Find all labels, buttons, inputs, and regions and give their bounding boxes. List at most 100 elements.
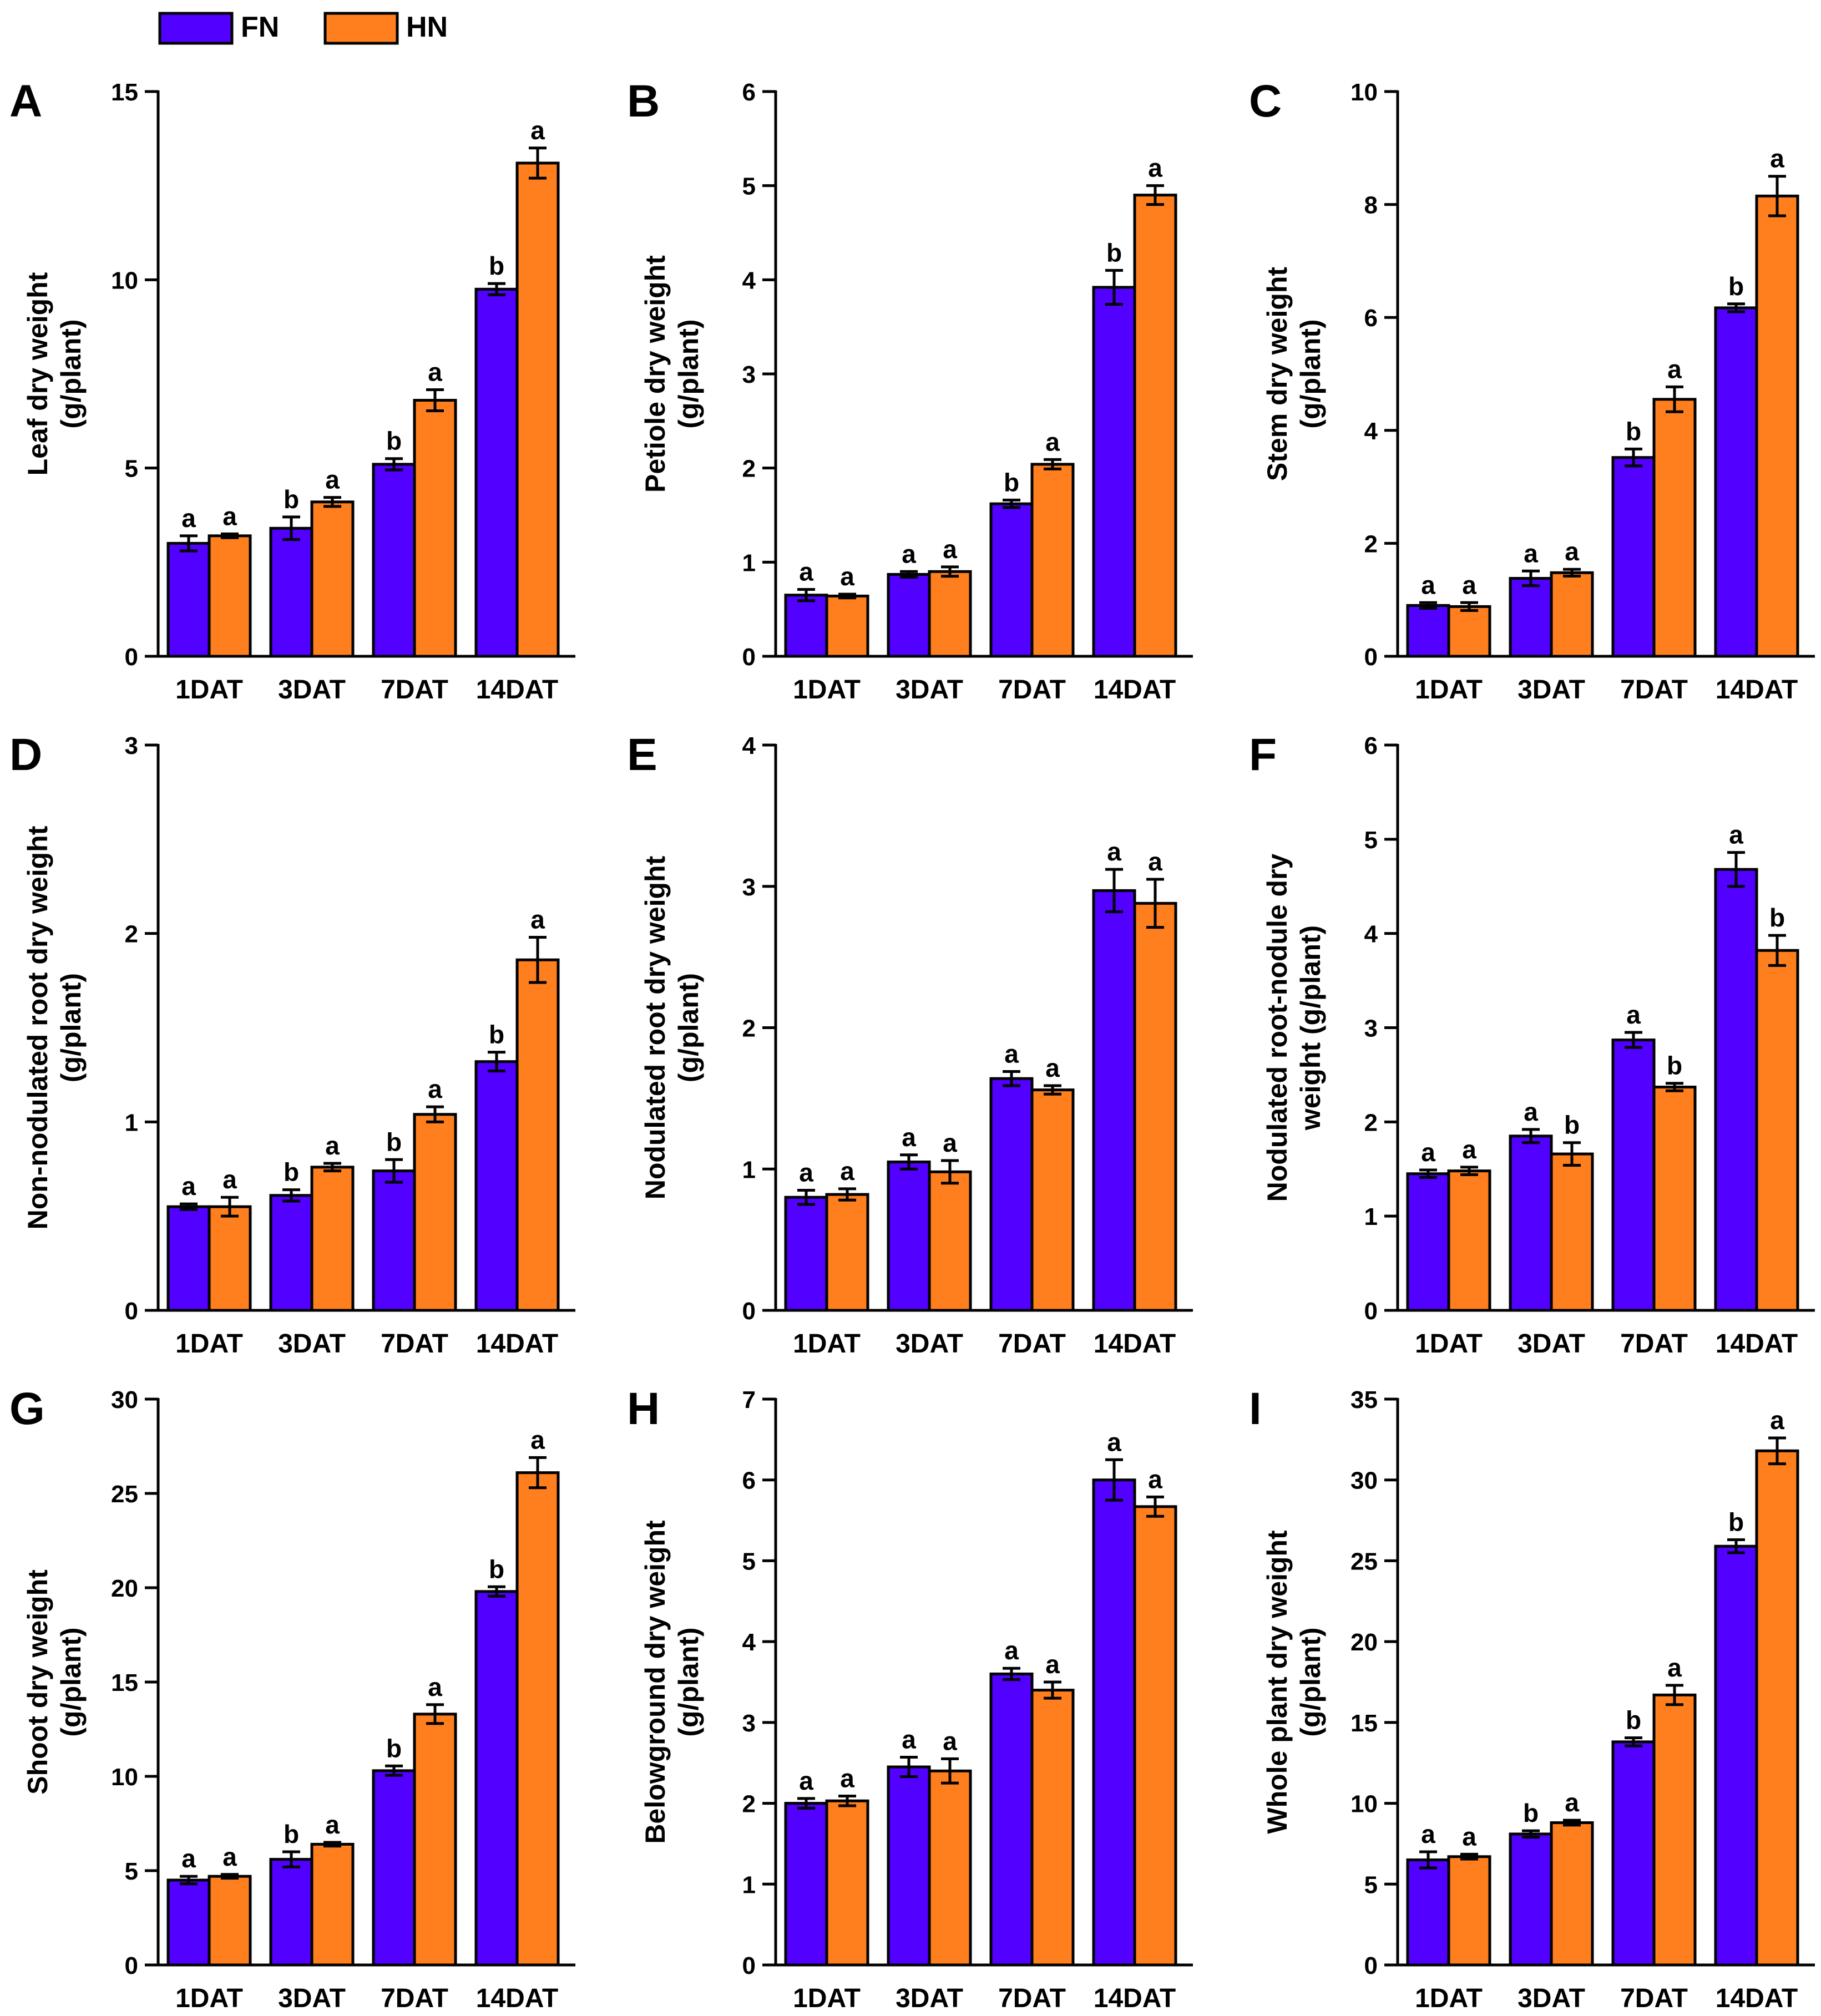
significance-letter: a [1148,154,1162,183]
bar-hn-7dat [413,399,457,658]
bar-hn-3dat [1550,1821,1594,1967]
y-tick-label: 7 [742,1386,756,1414]
bar-hn-14dat [515,1471,560,1967]
significance-letter: a [1565,537,1579,566]
bar-fn-7dat [989,1077,1034,1312]
bar-fn-7dat [372,1169,416,1312]
bar-hn-3dat [310,1842,355,1967]
y-tick-label: 30 [1350,1467,1378,1495]
y-tick-label: 0 [125,644,138,671]
x-tick-label: 1DAT [175,1329,243,1359]
x-tick-label: 1DAT [1415,1329,1483,1359]
x-tick-label: 7DAT [381,1329,448,1359]
y-axis-label: weight (g/plant) [1295,925,1326,1131]
y-tick-label: 1 [125,1109,138,1136]
x-tick-label: 14DAT [476,1329,558,1359]
bar-fn-14dat [1092,1478,1136,1967]
bar-hn-14dat [1755,1449,1799,1967]
x-tick-label: 3DAT [1518,1984,1585,2013]
x-tick-label: 3DAT [278,675,346,705]
significance-letter: b [1728,272,1744,301]
y-tick-label: 15 [111,1669,138,1696]
significance-letter: a [181,1844,196,1873]
x-tick-label: 14DAT [1716,675,1798,705]
y-tick-label: 4 [742,267,756,294]
panel-h: H 0 1 2 3 4 5 6 7 Belowground dry weight (g/plant)… [627,1384,1193,2013]
bar-fn-1dat [166,1205,211,1312]
y-tick-label: 2 [742,1791,756,1818]
bar-hn-1dat [825,594,869,658]
y-tick-label: 6 [742,1467,756,1495]
y-axis-label: Leaf dry weight [22,272,53,475]
bar-hn-3dat [928,1769,972,1967]
y-tick-label: 0 [742,1952,756,1979]
bar-fn-14dat [1092,286,1136,658]
bar-hn-14dat [1133,1505,1177,1967]
y-tick-label: 2 [1364,1109,1378,1136]
significance-letter: a [530,116,545,145]
x-tick-label: 1DAT [1415,1984,1483,2013]
bar-fn-3dat [1509,577,1553,658]
significance-letter: a [943,1726,957,1755]
bar-hn-1dat [1447,1855,1491,1967]
legend-label-fn: FN [241,11,279,43]
y-tick-label: 25 [1350,1548,1378,1575]
y-tick-label: 5 [742,1548,756,1575]
x-tick-label: 1DAT [793,1984,861,2013]
y-axis-label: Belowground dry weight [640,1520,671,1844]
significance-letter: a [1770,144,1784,173]
y-tick-label: 1 [742,1871,756,1898]
y-axis-label: (g/plant) [673,319,704,428]
bar-hn-3dat [928,1170,972,1312]
x-tick-label: 7DAT [1620,1329,1688,1359]
y-tick-label: 4 [1364,921,1378,948]
y-axis-label: (g/plant) [1295,1627,1326,1736]
y-tick-label: 25 [111,1481,138,1508]
panel-i: I 0 5 10 15 20 25 30 35 Whole plant dry weight (g/… [1249,1384,1815,2013]
bar-fn-7dat [989,502,1034,658]
bar-hn-1dat [208,1205,252,1312]
significance-letter: a [799,1766,813,1795]
significance-letter: b [284,1820,299,1848]
bar-hn-7dat [413,1713,457,1967]
significance-letter: b [284,485,299,514]
y-axis-label: (g/plant) [673,973,704,1082]
y-axis-label: (g/plant) [55,319,87,428]
y-tick-label: 30 [111,1386,138,1414]
y-axis-label: (g/plant) [1295,319,1326,428]
significance-letter: a [530,905,545,934]
bar-hn-14dat [1755,194,1799,658]
bar-fn-3dat [269,1858,313,1967]
bar-hn-7dat [1652,398,1697,658]
significance-letter: a [943,535,957,564]
y-tick-label: 15 [1350,1710,1378,1737]
panel-letter-a: A [9,76,42,126]
significance-letter: b [1626,1706,1641,1735]
significance-letter: b [1523,1799,1539,1827]
y-tick-label: 4 [742,1629,756,1656]
bar-fn-1dat [166,541,211,658]
significance-letter: a [1770,1406,1784,1435]
y-tick-label: 5 [125,455,138,483]
x-tick-label: 14DAT [1094,1984,1176,2013]
bar-fn-1dat [784,594,828,658]
y-tick-label: 6 [1364,732,1378,759]
y-tick-label: 5 [742,173,756,200]
bar-hn-7dat [1030,1689,1075,1967]
x-tick-label: 7DAT [381,675,448,705]
y-axis-label: Petiole dry weight [640,255,671,493]
x-tick-label: 14DAT [1716,1329,1798,1359]
significance-letter: a [943,1128,957,1157]
y-tick-label: 3 [742,1710,756,1737]
bar-fn-3dat [887,573,931,658]
y-tick-label: 5 [1364,827,1378,854]
bar-hn-1dat [208,534,252,658]
bar-hn-3dat [310,500,355,658]
x-tick-label: 3DAT [278,1984,346,2013]
panel-e: E 0 1 2 3 4 Nodulated root dry weight (g/plant)… [627,730,1193,1359]
significance-letter: a [1045,1053,1060,1082]
y-tick-label: 1 [742,549,756,576]
